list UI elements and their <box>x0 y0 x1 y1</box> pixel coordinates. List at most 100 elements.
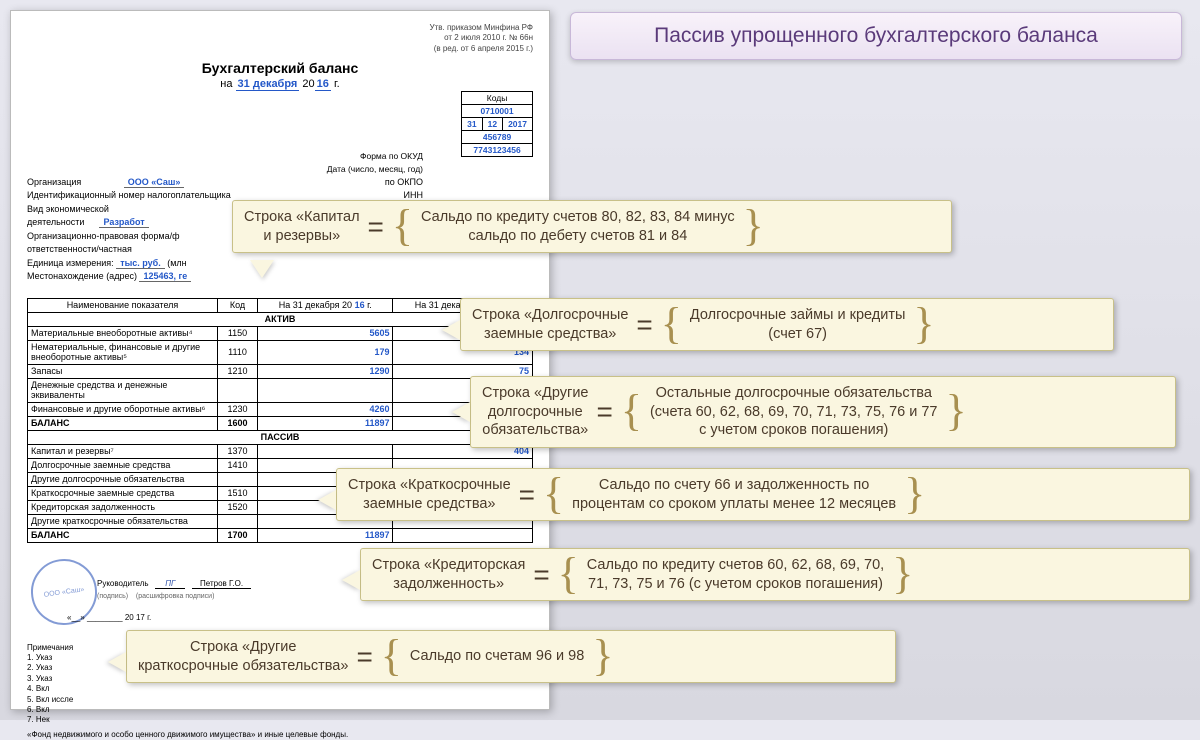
sig-leader: Руководитель <box>97 579 149 588</box>
callout-lhs: Строка «Долгосрочныезаемные средства» <box>472 306 628 343</box>
callout-box: Строка «Краткосрочныезаемные средства» =… <box>336 468 1190 521</box>
table-row: Денежные средства и денежные эквиваленты… <box>28 378 533 402</box>
row-name: Материальные внеоборотные активы⁴ <box>28 326 218 340</box>
row-name: Кредиторская задолженность <box>28 500 218 514</box>
sig-date: 20 17 г. <box>125 613 151 622</box>
act-label2: деятельности <box>27 217 84 227</box>
brace-right-icon: } <box>743 211 764 242</box>
callout-box: Строка «Долгосрочныезаемные средства» = … <box>460 298 1114 351</box>
row-code: 1520 <box>218 500 258 514</box>
row-code: 1230 <box>218 402 258 416</box>
codes-val: 456789 <box>462 131 533 144</box>
codes-header: Коды <box>462 92 533 105</box>
brace-right-icon: } <box>892 559 913 590</box>
table-row: Нематериальные, финансовые и другие внео… <box>28 340 533 364</box>
row-name: Денежные средства и денежные эквиваленты <box>28 378 218 402</box>
total-code: 1700 <box>218 528 258 542</box>
date-yp: 20 <box>302 78 314 90</box>
callout-rhs: Остальные долгосрочные обязательства(сче… <box>650 384 938 440</box>
note-line: 6. Вкл <box>27 705 533 715</box>
callout-lhs: Строка «Краткосрочныезаемные средства» <box>348 476 511 513</box>
callout-pointer-icon <box>318 490 336 510</box>
codes-val: 2017 <box>503 118 533 131</box>
org-value: ООО «Саш» <box>124 177 185 188</box>
total-v1: 11897 <box>258 416 393 430</box>
table-row: Запасы 1210 1290 75 <box>28 364 533 378</box>
brace-left-icon: { <box>543 479 564 510</box>
callout-lhs: Строка «Другиекраткосрочные обязательств… <box>138 638 348 675</box>
callout-lhs: Строка «Капитали резервы» <box>244 208 360 245</box>
approval-line: (в ред. от 6 апреля 2015 г.) <box>27 44 533 54</box>
brace-left-icon: { <box>558 559 579 590</box>
approval-line: от 2 июля 2010 г. № 66н <box>27 33 533 43</box>
date-year: 16 <box>315 78 331 91</box>
callout-rhs: Сальдо по счетам 96 и 98 <box>410 647 584 666</box>
okpo-label: по ОКПО <box>385 176 533 190</box>
row-name: Долгосрочные заемные средства <box>28 458 218 472</box>
date-prefix: на <box>220 78 232 90</box>
doc-footer: «Фонд недвижимого и особо ценного движим… <box>27 730 533 740</box>
date-suffix: г. <box>334 78 340 90</box>
banner-text: Пассив упрощенного бухгалтерского баланс… <box>654 24 1098 48</box>
approval-block: Утв. приказом Минфина РФ от 2 июля 2010 … <box>27 23 533 54</box>
row-v1 <box>258 378 393 402</box>
form-label: Организационно-правовая форма/ф <box>27 231 180 241</box>
codes-box: Коды 0710001 31122017 456789 7743123456 <box>461 91 533 157</box>
row-v1: 4260 <box>258 402 393 416</box>
brace-left-icon: { <box>381 641 402 672</box>
date-line: на 31 декабря 2016 г. <box>27 78 533 90</box>
row-code: 1150 <box>218 326 258 340</box>
brace-right-icon: } <box>913 309 934 340</box>
table-row: Капитал и резервы⁷ 1370 404 <box>28 444 533 458</box>
note-line: 7. Нек <box>27 715 533 725</box>
codes-val: 7743123456 <box>462 144 533 157</box>
stamp-text: ООО «Саш» <box>43 585 84 598</box>
total-name: БАЛАНС <box>28 416 218 430</box>
brace-left-icon: { <box>392 211 413 242</box>
resp-label: ответственности/частная <box>27 244 132 254</box>
row-name: Нематериальные, финансовые и другие внео… <box>28 340 218 364</box>
row-code: 1370 <box>218 444 258 458</box>
callout-pointer-icon <box>342 570 360 590</box>
callout-pointer-icon <box>452 402 470 422</box>
meta-date: Дата (число, месяц, год) <box>327 164 423 174</box>
codes-val: 12 <box>482 118 502 131</box>
col-header: На 31 декабря 20 16 г. <box>258 298 393 312</box>
col-header: Код <box>218 298 258 312</box>
row-name: Финансовые и другие оборотные активы⁶ <box>28 402 218 416</box>
callout-lhs: Строка «Другиедолгосрочныеобязательства» <box>482 384 588 440</box>
note-line: 4. Вкл <box>27 684 533 694</box>
brace-left-icon: { <box>661 309 682 340</box>
total-name: БАЛАНС <box>28 528 218 542</box>
col-header: Наименование показателя <box>28 298 218 312</box>
callout-pointer-icon <box>250 260 274 278</box>
row-code: 1410 <box>218 458 258 472</box>
row-v1 <box>258 444 393 458</box>
row-v1: 5605 <box>258 326 393 340</box>
total-row: БАЛАНС 1700 11897 <box>28 528 533 542</box>
brace-right-icon: } <box>592 641 613 672</box>
row-v1: 1290 <box>258 364 393 378</box>
row-code <box>218 514 258 528</box>
row-name: Другие долгосрочные обязательства <box>28 472 218 486</box>
equals-icon: = <box>596 394 612 430</box>
total-code: 1600 <box>218 416 258 430</box>
approval-line: Утв. приказом Минфина РФ <box>27 23 533 33</box>
brace-right-icon: } <box>946 396 967 427</box>
brace-left-icon: { <box>621 396 642 427</box>
row-code: 1510 <box>218 486 258 500</box>
callout-pointer-icon <box>108 652 126 672</box>
codes-val: 0710001 <box>462 105 533 118</box>
sig-name: Петров Г.О. <box>192 579 251 589</box>
title-banner: Пассив упрощенного бухгалтерского баланс… <box>570 12 1182 60</box>
total-v2 <box>393 528 533 542</box>
row-code <box>218 378 258 402</box>
row-v1: 179 <box>258 340 393 364</box>
total-v1: 11897 <box>258 528 393 542</box>
callout-lhs: Строка «Кредиторскаязадолженность» <box>372 556 525 593</box>
callout-box: Строка «Другиедолгосрочныеобязательства»… <box>470 376 1176 448</box>
addr-label: Местонахождение (адрес) <box>27 271 137 281</box>
section-title: ПАССИВ <box>28 430 533 444</box>
addr-value: 125463, ге <box>139 271 191 282</box>
row-code <box>218 472 258 486</box>
